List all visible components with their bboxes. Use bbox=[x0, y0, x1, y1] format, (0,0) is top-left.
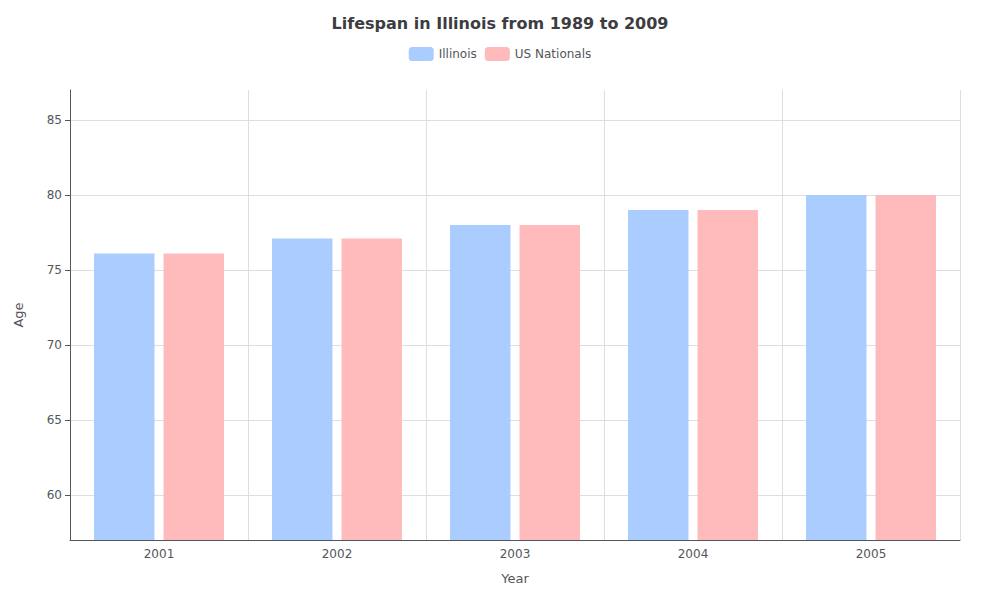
svg-text:Year: Year bbox=[500, 571, 529, 586]
svg-text:2004: 2004 bbox=[678, 547, 709, 561]
svg-text:Illinois: Illinois bbox=[439, 47, 477, 61]
svg-text:Lifespan in Illinois from 1989: Lifespan in Illinois from 1989 to 2009 bbox=[332, 14, 669, 33]
svg-text:80: 80 bbox=[47, 188, 62, 202]
svg-text:65: 65 bbox=[47, 413, 62, 427]
svg-text:85: 85 bbox=[47, 113, 62, 127]
svg-text:60: 60 bbox=[47, 488, 62, 502]
svg-text:Age: Age bbox=[11, 302, 26, 327]
svg-text:70: 70 bbox=[47, 338, 62, 352]
svg-text:2001: 2001 bbox=[144, 547, 175, 561]
svg-text:2005: 2005 bbox=[856, 547, 887, 561]
svg-text:2002: 2002 bbox=[322, 547, 353, 561]
svg-text:75: 75 bbox=[47, 263, 62, 277]
svg-text:2003: 2003 bbox=[500, 547, 531, 561]
svg-text:US Nationals: US Nationals bbox=[515, 47, 591, 61]
